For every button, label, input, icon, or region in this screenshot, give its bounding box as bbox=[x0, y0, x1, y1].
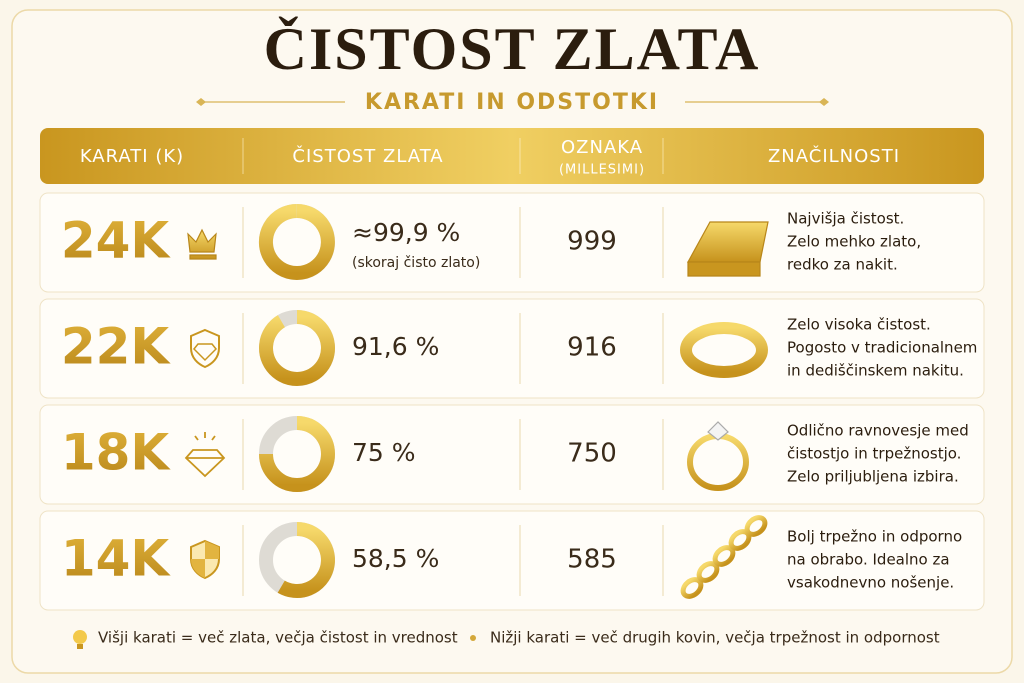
karat: 22K bbox=[61, 318, 172, 376]
description-line: na obrabo. Idealno za bbox=[787, 551, 950, 569]
footer-bullet bbox=[470, 635, 476, 641]
diamond-icon bbox=[192, 343, 218, 362]
donut-arc bbox=[259, 310, 335, 386]
donut-arc bbox=[258, 204, 335, 280]
purity-note: (skoraj čisto zlato) bbox=[352, 255, 480, 271]
purity-label: 58,5 % bbox=[352, 544, 439, 573]
description-line: Najvišja čistost. bbox=[787, 210, 904, 228]
description-line: Zelo visoka čistost. bbox=[787, 316, 931, 334]
description-line: in dediščinskem nakitu. bbox=[787, 362, 964, 380]
subtitle: KARATI IN ODSTOTKI bbox=[365, 90, 659, 115]
donut-arc bbox=[259, 416, 335, 492]
footer-note: Nižji karati = več drugih kovin, večja t… bbox=[490, 629, 940, 647]
description-line: Bolj trpežno in odporno bbox=[787, 528, 962, 546]
donut-arc bbox=[277, 522, 335, 598]
millesimi: 750 bbox=[567, 439, 617, 469]
chain bbox=[680, 515, 768, 599]
header-dividers bbox=[242, 138, 664, 174]
shield-icon bbox=[190, 328, 220, 369]
title: ČISTOST ZLATA bbox=[264, 16, 761, 82]
description-line: Odlično ravnovesje med bbox=[787, 422, 969, 440]
description-line: redko za nakit. bbox=[787, 256, 898, 274]
description-line: vsakodnevno nošenje. bbox=[787, 574, 954, 592]
description-line: Zelo mehko zlato, bbox=[787, 233, 921, 251]
karat: 14K bbox=[61, 530, 172, 588]
ring-band bbox=[680, 322, 768, 378]
millesimi: 999 bbox=[567, 227, 617, 257]
gold-bar-side bbox=[687, 261, 761, 277]
icons bbox=[184, 221, 769, 599]
description-line: Pogosto v tradicionalnem bbox=[787, 339, 977, 357]
purity-label: 91,6 % bbox=[352, 332, 439, 361]
header-bar bbox=[40, 128, 984, 184]
footer-note: Višji karati = več zlata, večja čistost … bbox=[98, 629, 458, 647]
subtitle-decoration bbox=[196, 98, 829, 106]
bulb-icon bbox=[73, 630, 87, 644]
sparkle-icon bbox=[194, 432, 216, 441]
column-header: KARATI (K) bbox=[80, 146, 184, 167]
column-header: ČISTOST ZLATA bbox=[292, 145, 443, 167]
purity-label: ≈99,9 % bbox=[352, 218, 460, 247]
bulb-base bbox=[77, 644, 83, 649]
crown-icon bbox=[187, 228, 217, 260]
half-shield-fill bbox=[191, 541, 219, 578]
karat: 24K bbox=[61, 212, 172, 270]
millesimi: 585 bbox=[567, 545, 617, 575]
description-line: čistostjo in trpežnostjo. bbox=[787, 445, 961, 463]
purity-label: 75 % bbox=[352, 438, 416, 467]
karat: 18K bbox=[61, 424, 172, 482]
column-header: ZNAČILNOSTI bbox=[768, 145, 900, 167]
diamond-icon bbox=[184, 449, 226, 478]
description-line: Zelo priljubljena izbira. bbox=[787, 468, 959, 486]
ring-stone bbox=[707, 421, 729, 441]
millesimi: 916 bbox=[567, 333, 617, 363]
column-header: OZNAKA bbox=[561, 137, 643, 158]
column-subheader: (MILLESIMI) bbox=[559, 163, 645, 178]
